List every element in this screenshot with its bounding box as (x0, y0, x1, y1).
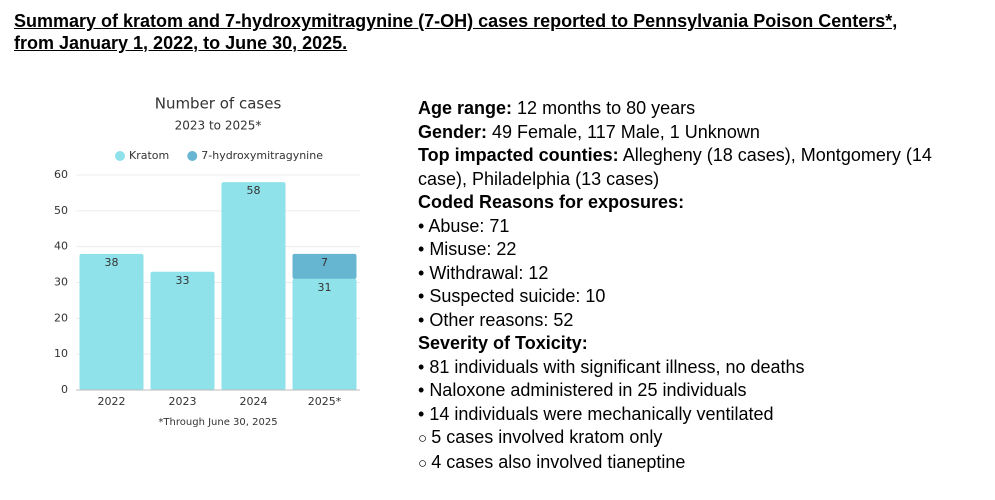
y-tick-label: 60 (54, 168, 68, 181)
summary: Age range: 12 months to 80 years Gender: … (418, 97, 968, 475)
y-tick-label: 40 (54, 240, 68, 253)
bar-segment (221, 182, 286, 390)
severity-item: 81 individuals with significant illness,… (418, 356, 968, 380)
severity-sub-text: 5 cases involved kratom only (431, 427, 663, 447)
legend-label: 7-hydroxymitragynine (201, 149, 323, 162)
x-tick-label: 2025* (308, 395, 342, 408)
severity-sub-item: 4 cases also involved tianeptine (418, 451, 968, 476)
fact-label: Age range: (418, 98, 513, 118)
chart-title: Number of cases (155, 95, 282, 113)
value-label: 31 (318, 281, 332, 294)
severity-text: 14 individuals were mechanically ventila… (429, 403, 774, 424)
reason-text: Abuse: 71 (428, 215, 510, 236)
fact-text: Allegheny (18 cases), Montgomery (14 cas… (418, 145, 932, 189)
reason: Abuse: 71 (418, 215, 968, 239)
y-tick-label: 10 (54, 347, 68, 360)
fact-label: Top impacted counties: (418, 145, 619, 165)
fact-text: 12 months to 80 years (517, 98, 696, 118)
bar-segment (79, 253, 144, 390)
fact: Top impacted counties: Allegheny (18 cas… (418, 144, 968, 191)
chart-footnote: *Through June 30, 2025 (158, 417, 277, 428)
fact: Age range: 12 months to 80 years (418, 97, 968, 121)
legend-label: Kratom (129, 149, 169, 162)
severity-sub-item: 5 cases involved kratom only (418, 426, 968, 451)
reasons-heading: Coded Reasons for exposures: (418, 192, 685, 212)
y-tick-label: 20 (54, 311, 68, 324)
heading: Severity of Toxicity: (418, 332, 968, 356)
y-tick-label: 0 (61, 383, 68, 396)
severity-heading: Severity of Toxicity: (418, 333, 588, 353)
bar-segment (292, 253, 357, 279)
fact-label: Gender: (418, 121, 488, 142)
chart: Number of cases 2023 to 2025* *Through J… (54, 95, 360, 428)
title: Summary of kratom and 7-hydroxymitragyni… (14, 11, 898, 53)
y-tick-label: 50 (54, 204, 68, 217)
reason-text: Withdrawal: 12 (429, 262, 549, 283)
severity-sub-text: 4 cases also involved tianeptine (431, 451, 686, 472)
chart-subtitle: 2023 to 2025* (175, 119, 262, 133)
reason: Withdrawal: 12 (418, 262, 968, 286)
bar-segment (150, 271, 215, 390)
reason-text: Other reasons: 52 (429, 309, 574, 330)
x-tick-label: 2023 (169, 395, 197, 408)
x-tick-label: 2024 (240, 395, 268, 408)
reason: Other reasons: 52 (418, 309, 968, 333)
value-label: 58 (247, 184, 261, 197)
reason: Suspected suicide: 10 (418, 285, 968, 309)
legend-swatch (187, 151, 198, 161)
severity-text: 81 individuals with significant illness,… (429, 356, 805, 377)
fact: Gender: 49 Female, 117 Male, 1 Unknown (418, 121, 968, 145)
x-tick-label: 2022 (98, 395, 126, 408)
bar-segment (292, 278, 357, 390)
heading: Coded Reasons for exposures: (418, 191, 968, 215)
reason: Misuse: 22 (418, 238, 968, 262)
value-label: 38 (105, 256, 119, 269)
legend-swatch (115, 151, 125, 161)
reason-text: Misuse: 22 (429, 239, 517, 259)
y-tick-label: 30 (54, 276, 68, 289)
fact-text: 49 Female, 117 Male, 1 Unknown (492, 121, 760, 142)
severity-text: Naloxone administered in 25 individuals (429, 380, 747, 400)
severity-item: 14 individuals were mechanically ventila… (418, 403, 968, 427)
reason-text: Suspected suicide: 10 (429, 286, 606, 306)
severity-item: Naloxone administered in 25 individuals (418, 379, 968, 403)
value-label: 33 (176, 274, 190, 287)
value-label: 7 (321, 256, 328, 269)
